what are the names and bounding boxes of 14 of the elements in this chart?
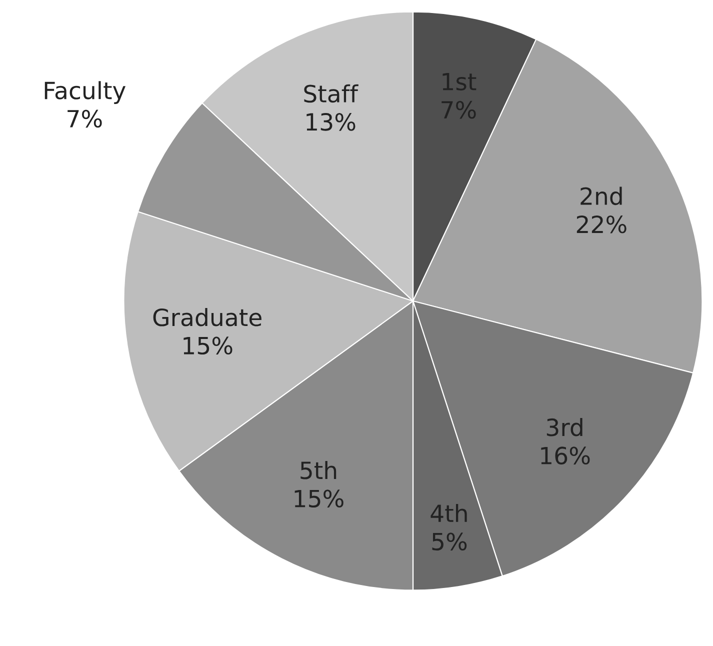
data-label: 16% <box>541 446 590 465</box>
slice-label: 2nd <box>580 186 622 206</box>
data-label: 22% <box>576 215 626 234</box>
slice-label: Graduate <box>153 308 262 326</box>
data-label: 13% <box>306 113 356 131</box>
data-label: 5% <box>432 532 467 550</box>
slice-label: 3rd <box>546 418 582 436</box>
slice-label: 5th <box>300 460 336 480</box>
data-label: 7% <box>68 110 102 128</box>
data-label: 15% <box>294 490 344 508</box>
slice-label: 4th <box>430 504 467 522</box>
slice-label: Staff <box>304 84 358 103</box>
slice-label: Faculty <box>44 81 126 104</box>
data-label: 15% <box>184 336 232 355</box>
